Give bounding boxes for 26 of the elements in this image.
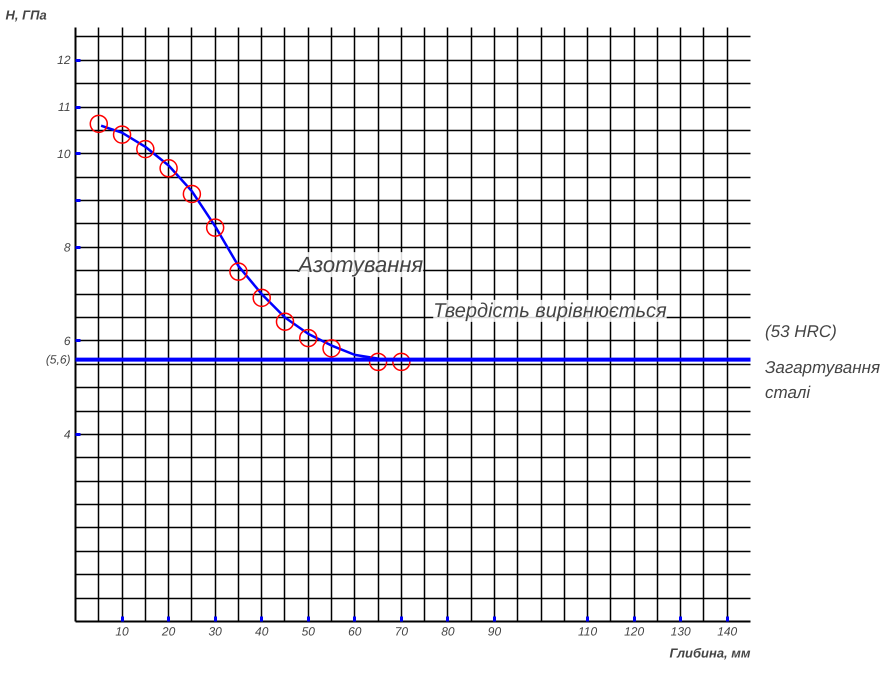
x-tick-label: 130: [670, 624, 692, 638]
x-tick-label: 40: [255, 624, 269, 638]
y-tick-label: 11: [58, 100, 71, 114]
x-tick-label: 20: [160, 624, 176, 638]
y-tick-label: 8: [64, 240, 71, 254]
y-tick-label: (5,6): [46, 352, 71, 367]
y-tick-label: 4: [64, 427, 71, 442]
y-tick-label: 10: [57, 146, 71, 161]
x-tick-label: 50: [302, 624, 316, 638]
x-tick-label: 80: [441, 624, 455, 638]
y-tick-label: 6: [64, 334, 71, 348]
text: (53 HRC): [765, 321, 838, 343]
y-tick-label: 12: [57, 53, 71, 68]
x-tick-label: 140: [717, 624, 738, 638]
x-tick-label: 120: [624, 624, 644, 638]
x-tick-label: 10: [115, 624, 130, 638]
annotation: Азотування: [296, 252, 424, 278]
x-tick-label: 90: [488, 624, 502, 638]
y-axis-title: Н, ГПа: [6, 8, 47, 22]
x-tick-label: 60: [348, 624, 362, 638]
text: Загартування сталі: [765, 357, 880, 404]
x-tick-label: 70: [394, 624, 408, 638]
x-axis-title: Глибина, мм: [669, 646, 751, 660]
annotation: Твердість вирівнюється: [433, 300, 667, 322]
x-tick-label: 30: [208, 624, 222, 638]
x-tick-label: 110: [578, 624, 598, 638]
